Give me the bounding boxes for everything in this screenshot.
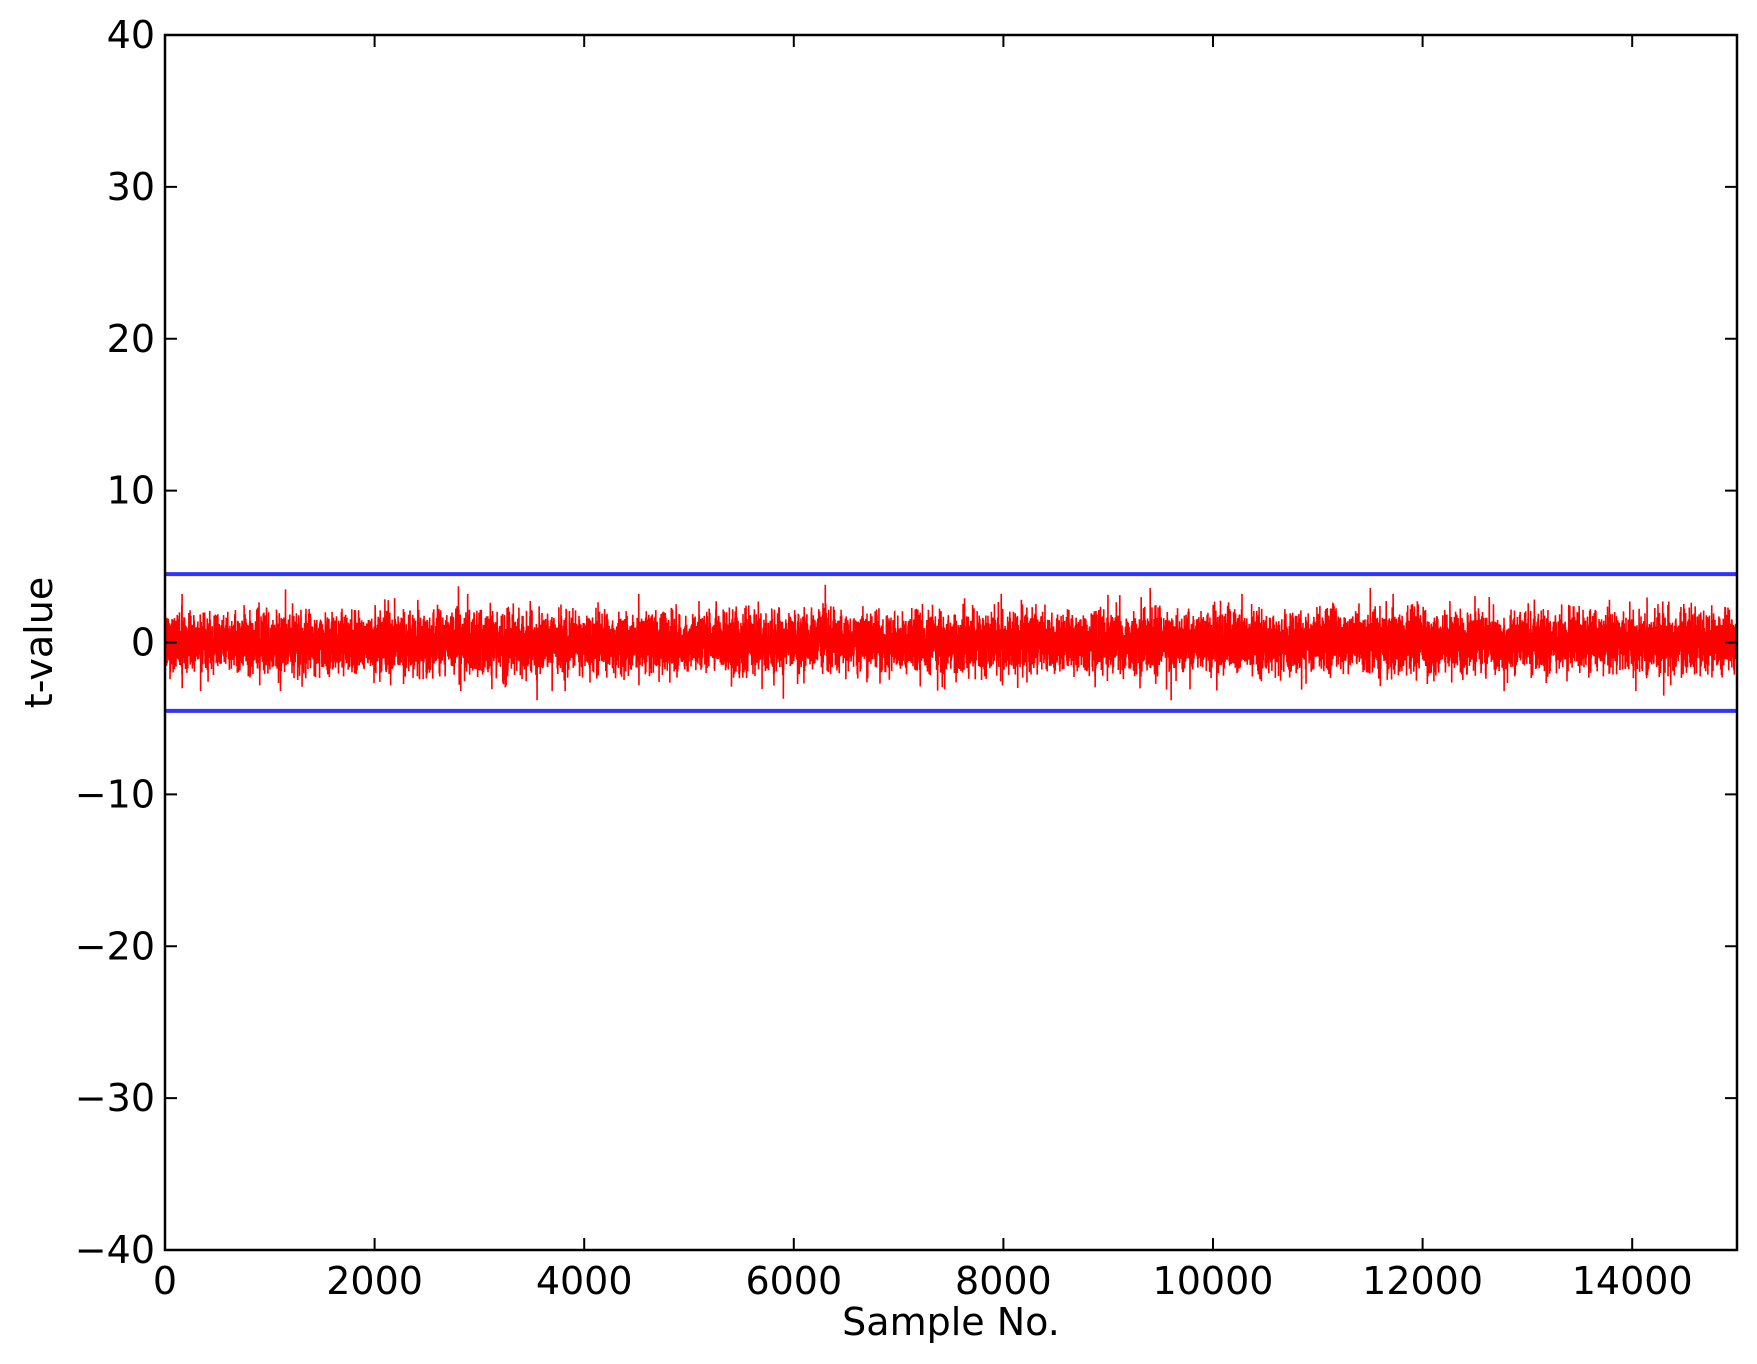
y-tick-label: −20: [75, 924, 155, 968]
y-axis-label: t-value: [17, 577, 61, 708]
ticks-layer: [164, 34, 1737, 1251]
x-tick-label: 12000: [1362, 1259, 1483, 1303]
y-tick-label: −40: [75, 1228, 155, 1272]
y-tick-label: −10: [75, 772, 155, 816]
y-tick-label: 0: [131, 621, 155, 665]
x-axis-label: Sample No.: [842, 1300, 1060, 1344]
y-tick-label: 30: [107, 165, 155, 209]
x-tick-label: 14000: [1572, 1259, 1693, 1303]
y-tick-label: 20: [107, 317, 155, 361]
x-tick-label: 2000: [326, 1259, 423, 1303]
tick-labels: 0 2000 4000 6000 8000 10000 12000 14000 −40 −30 −2…: [75, 13, 1693, 1303]
y-tick-label: 40: [107, 13, 155, 57]
x-tick-label: 6000: [745, 1259, 842, 1303]
plot-frame: [163, 33, 1739, 1252]
series-line-tvalue: [164, 584, 1738, 701]
x-tick-label: 8000: [955, 1259, 1052, 1303]
x-tick-label: 10000: [1153, 1259, 1274, 1303]
y-tick-label: 10: [107, 469, 155, 513]
x-tick-label: 0: [153, 1259, 177, 1303]
y-tick-label: −30: [75, 1076, 155, 1120]
x-tick-label: 4000: [536, 1259, 633, 1303]
series-layer: [164, 572, 1738, 713]
